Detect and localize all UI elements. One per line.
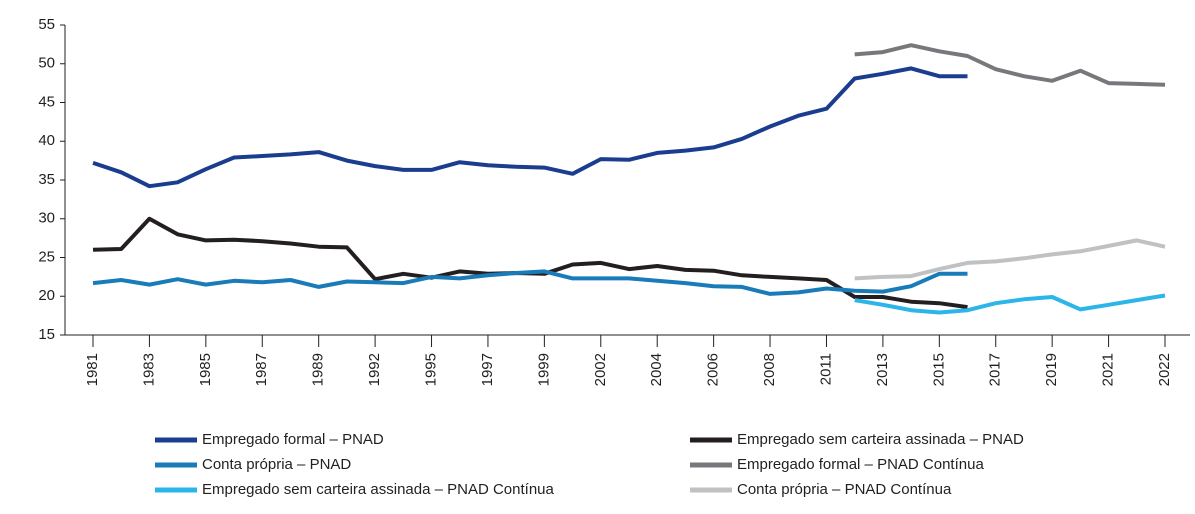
x-tick-label: 2019 <box>1043 353 1060 386</box>
x-tick-label: 2021 <box>1100 353 1117 386</box>
y-tick-label: 55 <box>38 16 55 33</box>
x-tick-label: 1999 <box>535 353 552 386</box>
x-tick-label: 1983 <box>140 353 157 386</box>
x-tick-label: 2022 <box>1156 353 1173 386</box>
x-tick-label: 1992 <box>366 353 383 386</box>
series-line <box>854 238 1166 281</box>
legend-label: Empregado sem carteira assinada – PNAD C… <box>202 481 555 498</box>
x-tick-label: 1997 <box>479 353 496 386</box>
y-tick-label: 40 <box>38 132 55 149</box>
x-tick-label: 2015 <box>930 353 947 386</box>
x-tick-label: 2011 <box>817 353 834 385</box>
legend-label: Empregado formal – PNAD <box>202 431 384 448</box>
x-tick-label: 2017 <box>987 353 1004 386</box>
y-tick-label: 20 <box>38 287 55 304</box>
x-tick-label: 2008 <box>761 353 778 386</box>
y-tick-label: 15 <box>38 326 55 343</box>
series-line <box>92 66 968 189</box>
x-tick-label: 2013 <box>874 353 891 386</box>
x-tick-label: 2002 <box>592 353 609 386</box>
y-tick-label: 30 <box>38 210 55 227</box>
x-tick-label: 1981 <box>84 353 101 386</box>
legend-label: Empregado formal – PNAD Contínua <box>737 456 984 473</box>
legend-label: Conta própria – PNAD Contínua <box>737 481 952 498</box>
y-tick-label: 50 <box>38 55 55 72</box>
x-tick-label: 2004 <box>648 353 665 386</box>
y-tick-label: 45 <box>38 93 55 110</box>
x-tick-label: 1987 <box>253 353 270 386</box>
x-tick-label: 2006 <box>705 353 722 386</box>
y-tick-label: 25 <box>38 248 55 265</box>
series-line <box>92 269 968 296</box>
legend-label: Conta própria – PNAD <box>202 456 351 473</box>
x-tick-label: 1995 <box>422 353 439 386</box>
series-line <box>92 216 968 310</box>
y-tick-label: 35 <box>38 171 55 188</box>
x-tick-label: 1989 <box>310 353 327 386</box>
x-tick-label: 1985 <box>197 353 214 386</box>
series-line <box>854 293 1166 315</box>
legend-label: Empregado sem carteira assinada – PNAD <box>737 431 1024 448</box>
series-line <box>854 43 1166 87</box>
